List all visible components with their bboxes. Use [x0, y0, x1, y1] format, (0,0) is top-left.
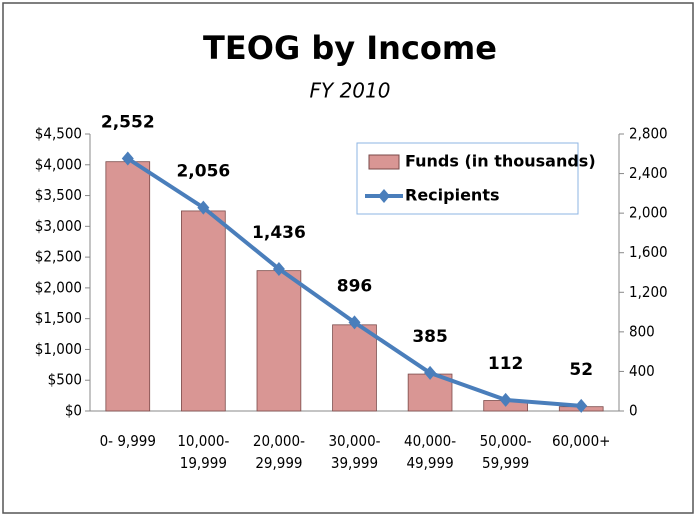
x-tick-label: 60,000+	[552, 432, 611, 450]
marker	[121, 151, 134, 166]
y-tick-label: $1,500	[35, 309, 82, 327]
x-tick-label: 30,000-39,999	[328, 432, 380, 472]
bar	[181, 210, 226, 412]
data-label: 112	[488, 354, 524, 374]
chart-subtitle: FY 2010	[310, 79, 391, 103]
x-tick-label: 0- 9,999	[100, 432, 156, 450]
data-label: 2,056	[176, 162, 230, 182]
marker	[424, 365, 437, 380]
x-tick-label: 10,000-19,999	[177, 432, 229, 472]
data-label: 1,436	[252, 223, 306, 243]
y2-tick-label: 2,800	[629, 125, 668, 143]
x-tick-label: 40,000-49,999	[404, 432, 456, 472]
y-tick-label: $500	[48, 371, 82, 389]
y-tick-label: $2,500	[35, 248, 82, 266]
y2-tick-label: 1,200	[629, 283, 668, 301]
legend-label: Recipients	[405, 186, 500, 205]
marker	[348, 315, 361, 330]
bar	[256, 270, 302, 412]
legend-marker	[378, 189, 390, 203]
marker	[499, 392, 512, 407]
y-tick-label: $3,000	[35, 217, 82, 235]
y-tick-label: $4,500	[35, 125, 82, 143]
legend-label: Funds (in thousands)	[405, 152, 596, 171]
y2-tick-label: 2,400	[629, 164, 668, 182]
x-tick-label: 50,000-59,999	[480, 432, 532, 472]
bar	[105, 161, 151, 412]
y2-tick-label: 2,000	[629, 204, 668, 222]
marker	[197, 200, 210, 215]
x-tick-label: 20,000-29,999	[253, 432, 305, 472]
legend-swatch	[368, 154, 400, 170]
data-label: 385	[412, 327, 448, 347]
chart-title: TEOG by Income	[203, 29, 497, 67]
data-label: 52	[569, 360, 593, 380]
y2-tick-label: 0	[629, 402, 638, 420]
y-tick-label: $3,500	[35, 186, 82, 204]
data-label: 896	[337, 276, 373, 296]
y-tick-label: $1,000	[35, 340, 82, 358]
bar	[332, 324, 377, 412]
y-tick-label: $4,000	[35, 155, 82, 173]
y2-tick-label: 400	[629, 362, 655, 380]
data-label: 2,552	[101, 113, 155, 133]
marker	[272, 261, 285, 276]
y2-tick-label: 1,600	[629, 243, 668, 261]
marker	[575, 398, 588, 413]
y-tick-label: $2,000	[35, 278, 82, 296]
y2-tick-label: 800	[629, 322, 655, 340]
y-tick-label: $0	[65, 402, 82, 420]
